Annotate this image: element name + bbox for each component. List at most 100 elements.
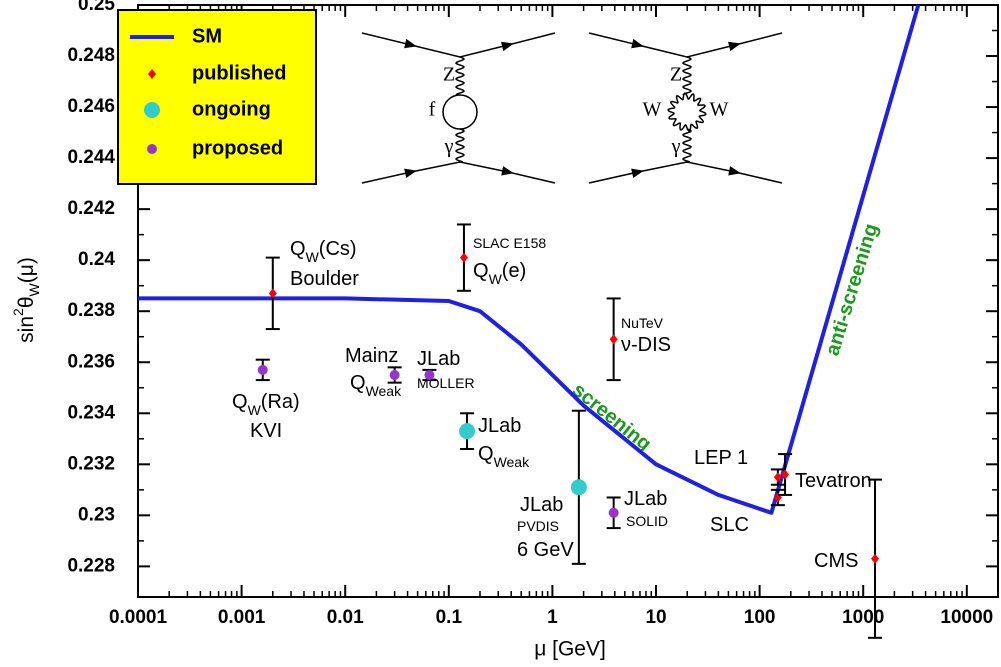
x-tick-label: 0.1 [436,607,463,628]
y-axis-label-part: (μ) [15,257,38,283]
y-tick-label: 0.236 [67,351,115,372]
y-tick-label: 0.23 [78,504,115,525]
annotation-text: Q [473,260,489,282]
annotation: JLab [520,494,563,516]
annotation: QW(Ra) [232,391,300,417]
fermion-line [637,161,741,176]
annotation-text: (e) [502,260,526,282]
x-tick-label: 0.01 [327,607,364,628]
annotation-text: anti-screening [822,221,883,358]
annotation: JLab [478,415,521,437]
annotation-text: Mainz [345,345,398,367]
y-tick-label: 0.246 [67,96,115,117]
diagram-label: Z [670,64,682,86]
legend-label: SM [192,25,222,47]
annotation-sub: W [306,249,320,265]
plot-frame [137,4,999,598]
sm-line [138,4,921,515]
annotation-text: JLab [520,494,563,516]
annotation: Boulder [290,268,359,290]
annotation-text: (Cs) [319,238,357,260]
y-axis-label-part: θ [15,296,38,308]
fermion-line [410,41,514,58]
data-point [570,479,587,496]
annotation: LEP 1 [694,447,748,469]
annotation-text: SLAC E158 [473,235,546,251]
annotation: KVI [250,420,282,442]
boson-line [454,56,466,96]
annotation: SLAC E158 [473,235,546,251]
x-tick-label: 10 [645,607,666,628]
x-tick-label: 0.001 [218,607,266,628]
annotation-text: NuTeV [621,315,664,331]
data-point [424,370,435,380]
annotation-text: Q [478,443,494,465]
x-tick-label: 10000 [940,607,993,628]
annotation-text: Q [290,238,306,260]
annotation: 6 GeV [517,539,574,561]
data-point [459,423,476,440]
fermion-line [361,32,417,49]
data-point [609,334,618,345]
diagram-label: W [643,99,662,121]
annotation-text: JLab [417,348,460,370]
data-point [871,553,880,564]
annotation-text: ν-DIS [621,334,671,356]
annotation: screening [568,379,655,456]
y-tick-label: 0.242 [67,198,115,219]
data-point [773,472,782,483]
annotation-text: (Ra) [261,391,300,413]
data-point [389,370,400,380]
data-point [268,288,277,299]
annotation: NuTeV [621,315,664,331]
data-point [257,364,268,375]
x-axis-label: μ [GeV] [534,638,606,661]
y-tick-label: 0.228 [67,555,115,576]
fermion-loop [442,94,478,130]
annotation-text: KVI [250,420,282,442]
y-tick-label: 0.238 [67,300,115,321]
legend-swatch [144,102,160,118]
annotation: QWeak [350,372,402,398]
legend-label: published [192,62,286,84]
annotation-sub: Weak [366,383,403,399]
fermion-line [637,41,741,58]
y-axis-label-part: 2 [10,308,26,316]
annotation: SOLID [626,513,668,529]
annotation: QW(e) [473,260,526,286]
y-tick-label: 0.24 [78,249,115,270]
fermion-line [507,32,556,46]
annotation: Mainz [345,345,398,367]
annotation-text: SLC [710,514,749,536]
boson-line [681,56,693,96]
y-tick-label: 0.248 [67,45,115,66]
y-tick-label: 0.232 [67,453,115,474]
legend-swatch [147,144,157,154]
fermion-line [734,171,783,184]
annotation: CMS [814,550,858,572]
annotation: anti-screening [822,221,883,358]
annotation: Tevatron [795,470,872,492]
fermion-line [734,32,783,46]
y-axis-label: sin2θW(μ) [10,257,42,343]
boson-line [682,128,692,163]
diagram-label: f [429,99,436,121]
annotation: QWeak [478,443,530,469]
annotation-text: Boulder [290,268,359,290]
x-tick-label: 1000 [842,607,884,628]
annotation-sub: W [489,271,503,287]
y-axis-label-part: W [26,282,42,296]
y-axis-label-part: sin [15,316,38,343]
annotation: JLab [624,488,667,510]
annotation: JLab [417,348,460,370]
annotation: ν-DIS [621,334,671,356]
annotation-text: PVDIS [517,518,559,534]
annotation: QW(Cs) [290,238,357,264]
data-point [608,507,619,518]
legend-label: proposed [192,137,283,159]
legend-swatch [148,69,156,79]
annotation-text: Q [350,372,366,394]
fermion-line [361,168,417,184]
